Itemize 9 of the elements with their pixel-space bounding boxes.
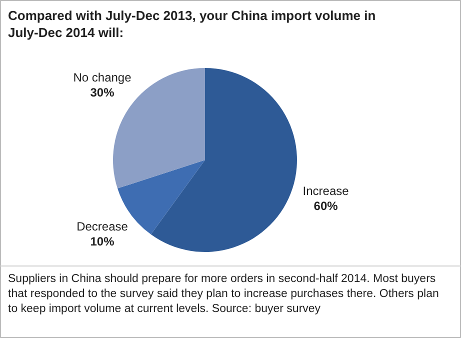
data-label: 10% (90, 234, 115, 249)
slice-label: No change (73, 70, 132, 84)
pie-slice (150, 68, 297, 252)
slice-label: Increase (302, 184, 350, 198)
data-label: 60% (314, 199, 338, 214)
chart-title: Compared with July-Dec 2013, your China import volume in July-Dec 2014 will: (8, 8, 376, 40)
data-label: 30% (90, 85, 115, 100)
slice-label: Decrease (76, 220, 128, 234)
text: Suppliers in China should prepare for more orders in second-half 2014. Most buyers that responded to the survey said they plan to increase purchases there. Others plan to keep import volume at current levels. Source: buyer survey (8, 273, 439, 315)
